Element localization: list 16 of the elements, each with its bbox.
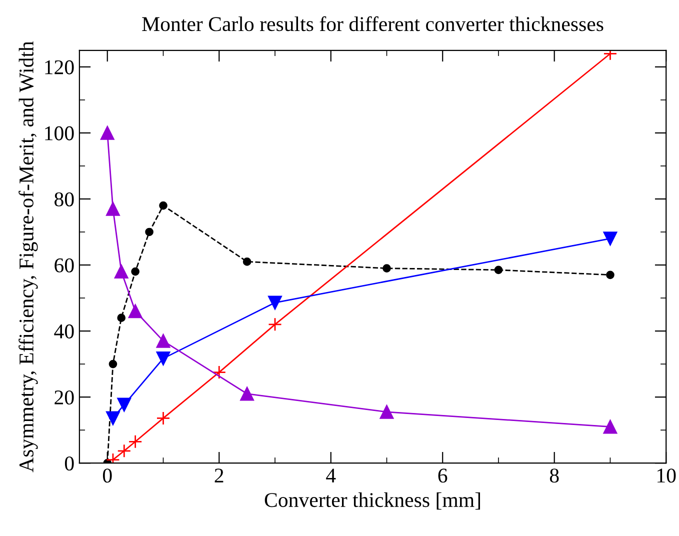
y-axis-title: Asymmetry, Efficiency, Figure-of-Merit, and Width bbox=[18, 41, 38, 472]
y-tick-label: 120 bbox=[45, 60, 74, 74]
x-tick-label: 6 bbox=[438, 468, 448, 483]
x-tick-label: 4 bbox=[326, 468, 336, 482]
y-tick-label: 80 bbox=[54, 192, 74, 206]
x-axis-title: Converter thickness [mm] bbox=[264, 492, 480, 510]
x-tick-label: 8 bbox=[550, 468, 559, 483]
x-tick-label: 10 bbox=[658, 468, 676, 483]
y-tick-label: 0 bbox=[64, 456, 74, 471]
chart-title: Monter Carlo results for different converter thicknesses bbox=[142, 16, 604, 32]
y-tick-label: 20 bbox=[54, 390, 74, 404]
x-tick-label: 2 bbox=[214, 468, 224, 482]
x-tick-label: 0 bbox=[102, 468, 112, 483]
y-tick-label: 40 bbox=[54, 324, 74, 338]
y-tick-label: 60 bbox=[54, 258, 74, 272]
y-tick-label: 100 bbox=[45, 126, 74, 140]
